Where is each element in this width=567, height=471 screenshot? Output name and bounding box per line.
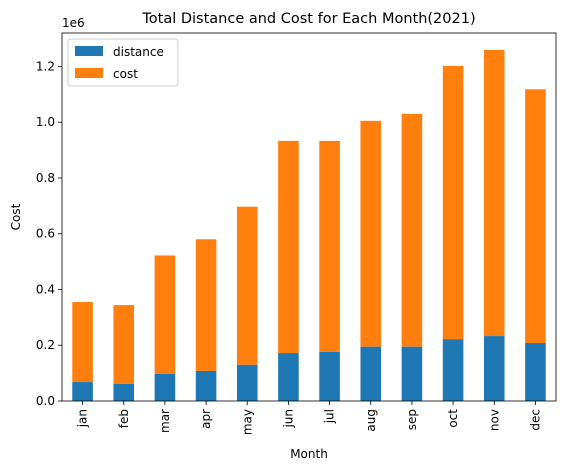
legend-label-cost: cost	[113, 67, 138, 81]
x-tick-label-aug: aug	[364, 409, 378, 432]
bar-distance-feb	[113, 384, 134, 401]
x-tick-label-apr: apr	[199, 409, 213, 429]
x-tick-label-jul: jul	[323, 409, 337, 424]
x-tick-label-oct: oct	[446, 409, 460, 428]
bar-distance-jul	[319, 352, 340, 401]
x-tick-label-mar: mar	[158, 409, 172, 433]
y-tick-label: 0.8	[36, 171, 55, 185]
y-axis-title: Cost	[9, 203, 23, 230]
y-tick-label: 0.0	[36, 394, 55, 408]
bar-cost-jul	[319, 141, 340, 352]
legend-swatch-distance	[75, 46, 103, 56]
bar-distance-oct	[443, 339, 464, 401]
bar-distance-jun	[278, 353, 299, 401]
bar-cost-jan	[72, 302, 93, 382]
bar-distance-mar	[155, 374, 176, 401]
chart-title: Total Distance and Cost for Each Month(2…	[141, 11, 475, 27]
bar-distance-sep	[402, 347, 423, 401]
bar-cost-nov	[484, 50, 505, 336]
x-tick-label-dec: dec	[528, 409, 542, 431]
bar-cost-dec	[525, 89, 546, 343]
bar-cost-feb	[113, 305, 134, 384]
bar-distance-jan	[72, 382, 93, 401]
y-tick-label: 1.0	[36, 115, 55, 129]
y-axis-offset-label: 1e6	[62, 16, 85, 30]
bar-distance-may	[237, 365, 258, 401]
bars-layer	[72, 50, 545, 401]
x-tick-label-sep: sep	[405, 409, 419, 430]
x-tick-label-jan: jan	[76, 409, 90, 428]
legend-swatch-cost	[75, 68, 103, 78]
bar-cost-mar	[155, 255, 176, 373]
x-tick-label-may: may	[240, 409, 254, 435]
x-tick-label-jun: jun	[281, 409, 295, 429]
plot-frame	[62, 33, 556, 401]
bar-cost-jun	[278, 141, 299, 353]
bar-distance-nov	[484, 336, 505, 401]
x-tick-label-nov: nov	[487, 409, 501, 431]
bar-cost-sep	[402, 114, 423, 347]
bar-distance-aug	[360, 347, 381, 401]
bar-cost-apr	[196, 239, 217, 371]
y-tick-label: 0.2	[36, 338, 55, 352]
bar-distance-apr	[196, 371, 217, 401]
bar-cost-oct	[443, 66, 464, 339]
legend-label-distance: distance	[113, 45, 164, 59]
legend: distance cost	[68, 39, 178, 86]
y-tick-label: 0.4	[36, 282, 55, 296]
x-axis-title: Month	[290, 447, 328, 461]
y-tick-label: 0.6	[36, 227, 55, 241]
bar-cost-aug	[360, 121, 381, 347]
y-tick-label: 1.2	[36, 59, 55, 73]
x-tick-label-feb: feb	[117, 409, 131, 428]
bar-cost-may	[237, 207, 258, 365]
bar-distance-dec	[525, 343, 546, 401]
